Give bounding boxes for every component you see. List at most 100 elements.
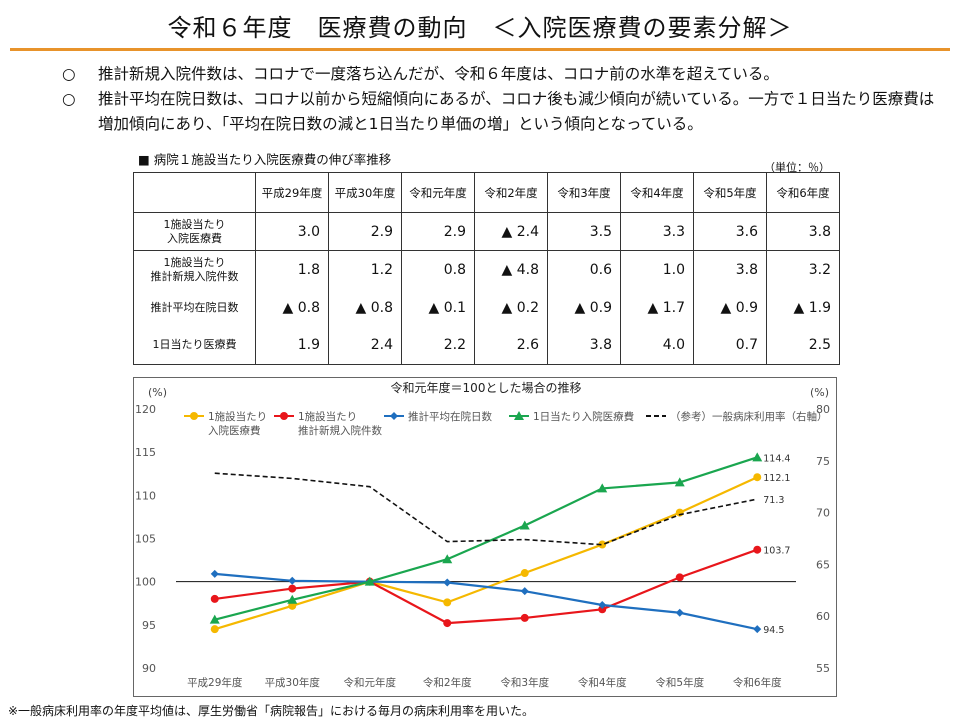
- end-value-label: 71.3: [763, 495, 784, 506]
- data-point: [443, 619, 452, 628]
- table-cell: 0.8: [401, 250, 475, 289]
- series-line-1: [214, 548, 758, 625]
- bullet-mark: ○: [62, 65, 76, 83]
- data-point: [442, 554, 453, 564]
- table-row-header: 1施設当たり 推計新規入院件数: [133, 250, 256, 289]
- table-column-header: 平成29年度: [255, 172, 329, 213]
- legend-label: 推計新規入院件数: [298, 424, 382, 437]
- y2-tick-label: 70: [816, 507, 830, 520]
- legend-swatch-marker: [390, 412, 398, 420]
- series-line-2: [214, 572, 758, 631]
- table-cell: 2.6: [474, 326, 548, 365]
- table-row: 1施設当たり 入院医療費 3.0 2.9 2.9 ▲ 2.4 3.5 3.3 3.6 3.8: [133, 212, 840, 251]
- data-point: [598, 600, 607, 609]
- data-point: [209, 614, 220, 624]
- bullet-item: ○ 推計平均在院日数は、コロナ以前から短縮傾向にあるが、コロナ後も減少傾向が続い…: [62, 87, 942, 137]
- x-tick-label: 令和5年度: [655, 676, 704, 689]
- table-cell: 2.9: [328, 212, 402, 251]
- title-underline: [10, 48, 950, 51]
- end-value-label: 112.1: [763, 473, 790, 484]
- bullet-list: ○ 推計新規入院件数は、コロナで一度落ち込んだが、令和６年度は、コロナ前の水準を…: [62, 62, 942, 137]
- table-cell: 1.8: [255, 250, 329, 289]
- y2-tick-label: 75: [816, 455, 830, 468]
- y-tick-label: 105: [135, 533, 156, 546]
- table-column-header: 令和元年度: [401, 172, 475, 213]
- x-tick-label: 平成29年度: [187, 676, 243, 689]
- table-cell: ▲ 0.8: [328, 288, 402, 327]
- table-unit: （単位：％）: [764, 161, 830, 174]
- bullet-item: ○ 推計新規入院件数は、コロナで一度落ち込んだが、令和６年度は、コロナ前の水準を…: [62, 62, 942, 87]
- data-point: [752, 452, 763, 462]
- data-point: [520, 613, 529, 622]
- table-cell: 1.0: [620, 250, 694, 289]
- table-cell: 1.2: [328, 250, 402, 289]
- series-line-4: [214, 472, 758, 546]
- table-cell: ▲ 0.2: [474, 288, 548, 327]
- legend-label: （参考）一般病床利用率（右軸）: [670, 410, 828, 423]
- y-tick-label: 115: [135, 446, 156, 459]
- y-tick-label: 100: [135, 576, 156, 589]
- x-tick-label: 平成30年度: [265, 676, 321, 689]
- table-cell: 1.9: [255, 326, 329, 365]
- table-cell: ▲ 0.9: [547, 288, 621, 327]
- y2-tick-label: 65: [816, 558, 830, 571]
- table-column-header: 令和6年度: [766, 172, 840, 213]
- data-point: [675, 573, 684, 582]
- data-point: [364, 576, 375, 586]
- table-cell: 3.0: [255, 212, 329, 251]
- data-point: [675, 608, 684, 617]
- data-point: [753, 473, 762, 482]
- table-cell: 3.6: [693, 212, 767, 251]
- page-title: 令和６年度 医療費の動向 ＜入院医療費の要素分解＞: [167, 14, 793, 42]
- table-column-header: 平成30年度: [328, 172, 402, 213]
- end-value-label: 94.5: [763, 625, 784, 636]
- data-point: [288, 601, 297, 610]
- table-row-header: 1日当たり医療費: [133, 326, 256, 365]
- table-cell: 2.9: [401, 212, 475, 251]
- legend-label: 1日当たり入院医療費: [533, 410, 634, 423]
- legend-swatch-marker: [190, 412, 198, 420]
- table-row: 推計平均在院日数 ▲ 0.8 ▲ 0.8 ▲ 0.1 ▲ 0.2 ▲ 0.9 ▲ 1.7 ▲ …: [133, 288, 840, 327]
- bullet-text: 推計新規入院件数は、コロナで一度落ち込んだが、令和６年度は、コロナ前の水準を超え…: [98, 65, 779, 83]
- y2-tick-label: 60: [816, 610, 830, 623]
- data-point: [753, 545, 762, 554]
- data-point: [597, 483, 608, 493]
- x-tick-label: 令和2年度: [423, 676, 472, 689]
- x-tick-label: 令和元年度: [344, 676, 397, 689]
- table-cell: 4.0: [620, 326, 694, 365]
- data-point: [210, 569, 219, 578]
- data-point: [674, 477, 685, 487]
- footnote: ※一般病床利用率の年度平均値は、厚生労働省「病院報告」における毎月の病床利用率を…: [8, 704, 535, 718]
- y2-tick-label: 55: [816, 662, 830, 675]
- data-point: [443, 598, 452, 607]
- table-cell: 3.8: [547, 326, 621, 365]
- end-value-label: 103.7: [763, 546, 790, 557]
- table-body: 1施設当たり 入院医療費 3.0 2.9 2.9 ▲ 2.4 3.5 3.3 3.6 3.8 1施設…: [133, 212, 840, 365]
- legend-label: 入院医療費: [208, 424, 261, 437]
- table-cell: 2.4: [328, 326, 402, 365]
- table-corner-cell: [133, 172, 256, 213]
- table-cell: 2.5: [766, 326, 840, 365]
- chart-title: 令和元年度＝100とした場合の推移: [391, 380, 582, 395]
- table-cell: 3.2: [766, 250, 840, 289]
- legend-label: 1施設当たり: [298, 410, 357, 423]
- chart-frame: 令和元年度＝100とした場合の推移 (%) (%) 90 95 100 105 110 115 1…: [133, 377, 837, 697]
- table-cell: 3.3: [620, 212, 694, 251]
- right-axis-unit: (%): [810, 386, 829, 399]
- legend-label: 推計平均在院日数: [408, 410, 492, 423]
- table-cell: 3.8: [693, 250, 767, 289]
- table-cell: ▲ 0.1: [401, 288, 475, 327]
- table-heading: ■ 病院１施設当たり入院医療費の伸び率推移: [138, 152, 392, 167]
- table-cell: 3.5: [547, 212, 621, 251]
- bullet-text: 推計平均在院日数は、コロナ以前から短縮傾向にあるが、コロナ後も減少傾向が続いてい…: [98, 90, 935, 133]
- table-cell: 0.6: [547, 250, 621, 289]
- table-column-header: 令和3年度: [547, 172, 621, 213]
- table-cell: 0.7: [693, 326, 767, 365]
- y2-tick-label: 80: [816, 403, 830, 416]
- y-tick-label: 110: [135, 489, 156, 502]
- legend-swatch-marker: [514, 411, 524, 420]
- table-header-row: 平成29年度 平成30年度 令和元年度 令和2年度 令和3年度 令和4年度 令和5年度 令和6…: [133, 172, 840, 213]
- table-cell: ▲ 1.7: [620, 288, 694, 327]
- table-column-header: 令和4年度: [620, 172, 694, 213]
- y-tick-label: 120: [135, 403, 156, 416]
